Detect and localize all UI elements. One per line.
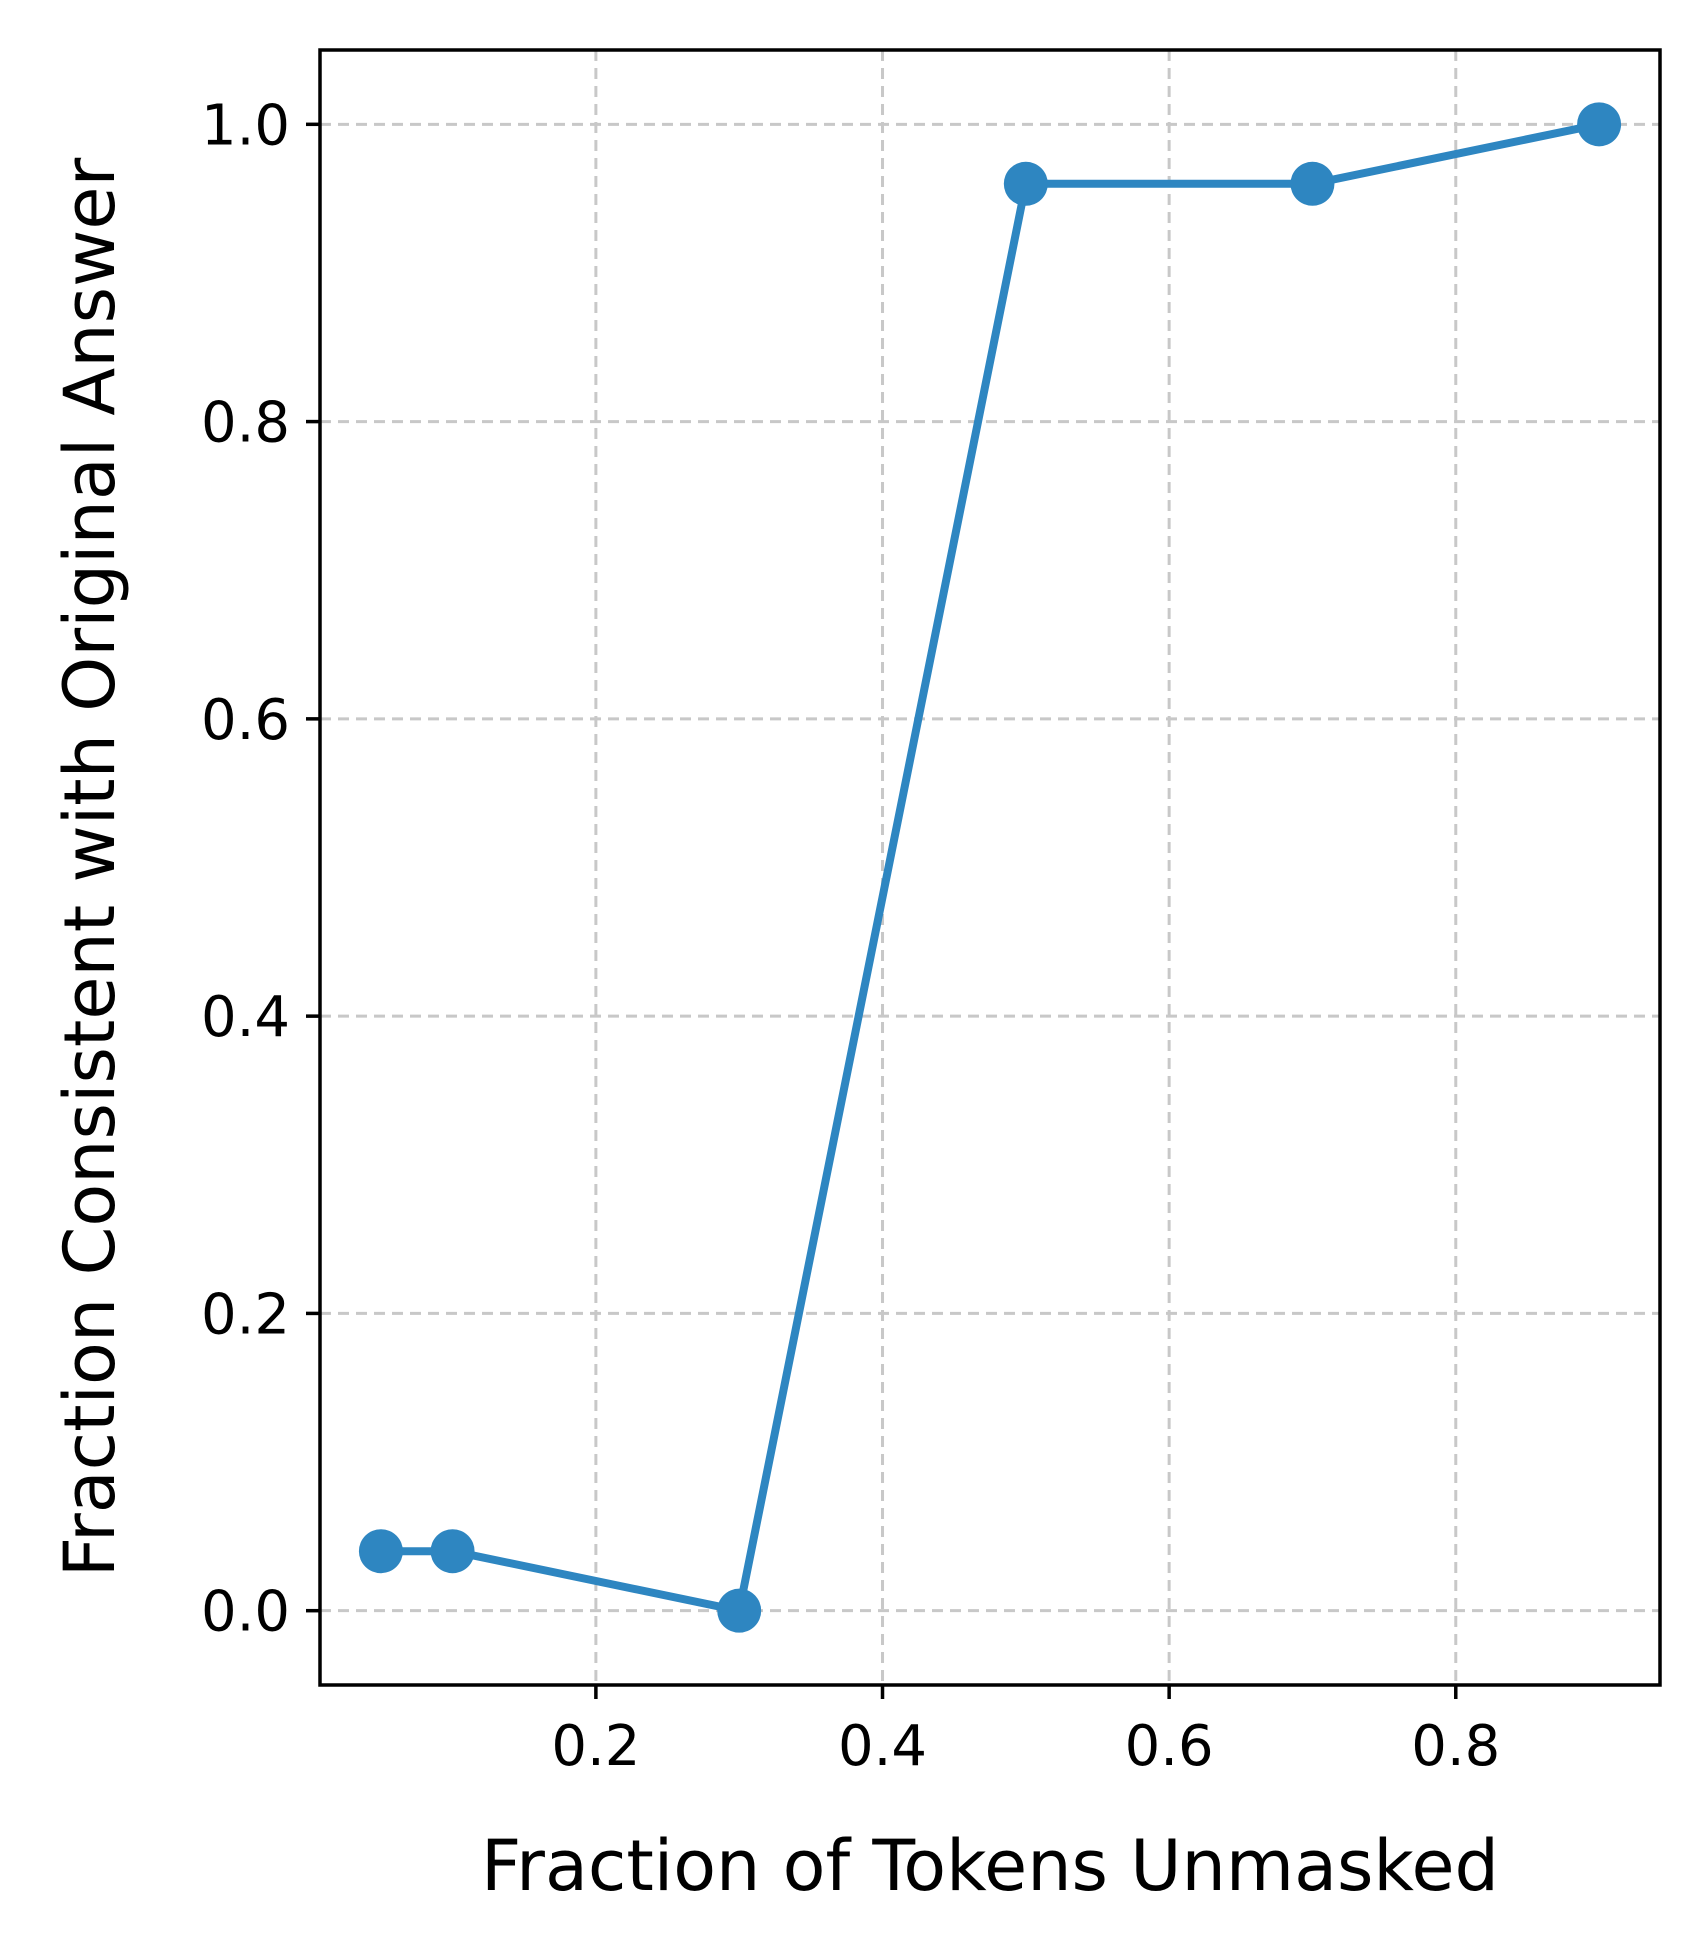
series-line [380, 120, 1600, 1615]
y-tick-label: 0.2 [201, 1282, 290, 1347]
data-point [1577, 102, 1622, 147]
x-tick-label: 0.8 [1411, 1714, 1500, 1779]
data-point [717, 1588, 762, 1633]
x-axis-label: Fraction of Tokens Unmasked [481, 1825, 1499, 1907]
x-tick-label: 0.6 [1125, 1714, 1214, 1779]
x-tick-label: 0.2 [551, 1714, 640, 1779]
series-layer [380, 120, 1600, 1615]
data-point [358, 1529, 403, 1574]
data-point [1290, 161, 1335, 206]
y-tick-label: 0.4 [201, 985, 290, 1050]
data-point [430, 1529, 475, 1574]
grid-layer [320, 50, 1660, 1685]
y-tick-label: 1.0 [201, 93, 290, 158]
y-tick-label: 0.6 [201, 688, 290, 753]
data-point [1003, 161, 1048, 206]
y-tick-label: 0.8 [201, 391, 290, 456]
marker-layer [358, 102, 1622, 1633]
y-tick-label: 0.0 [201, 1580, 290, 1645]
x-tick-label: 0.4 [838, 1714, 927, 1779]
y-axis-label: Fraction Consistent with Original Answer [49, 158, 131, 1578]
plot-frame [318, 48, 1662, 1687]
tick-layer: 0.2 0.4 0.6 0.8 0.0 0.2 0.4 0.6 0.8 1.0 [201, 93, 1500, 1779]
